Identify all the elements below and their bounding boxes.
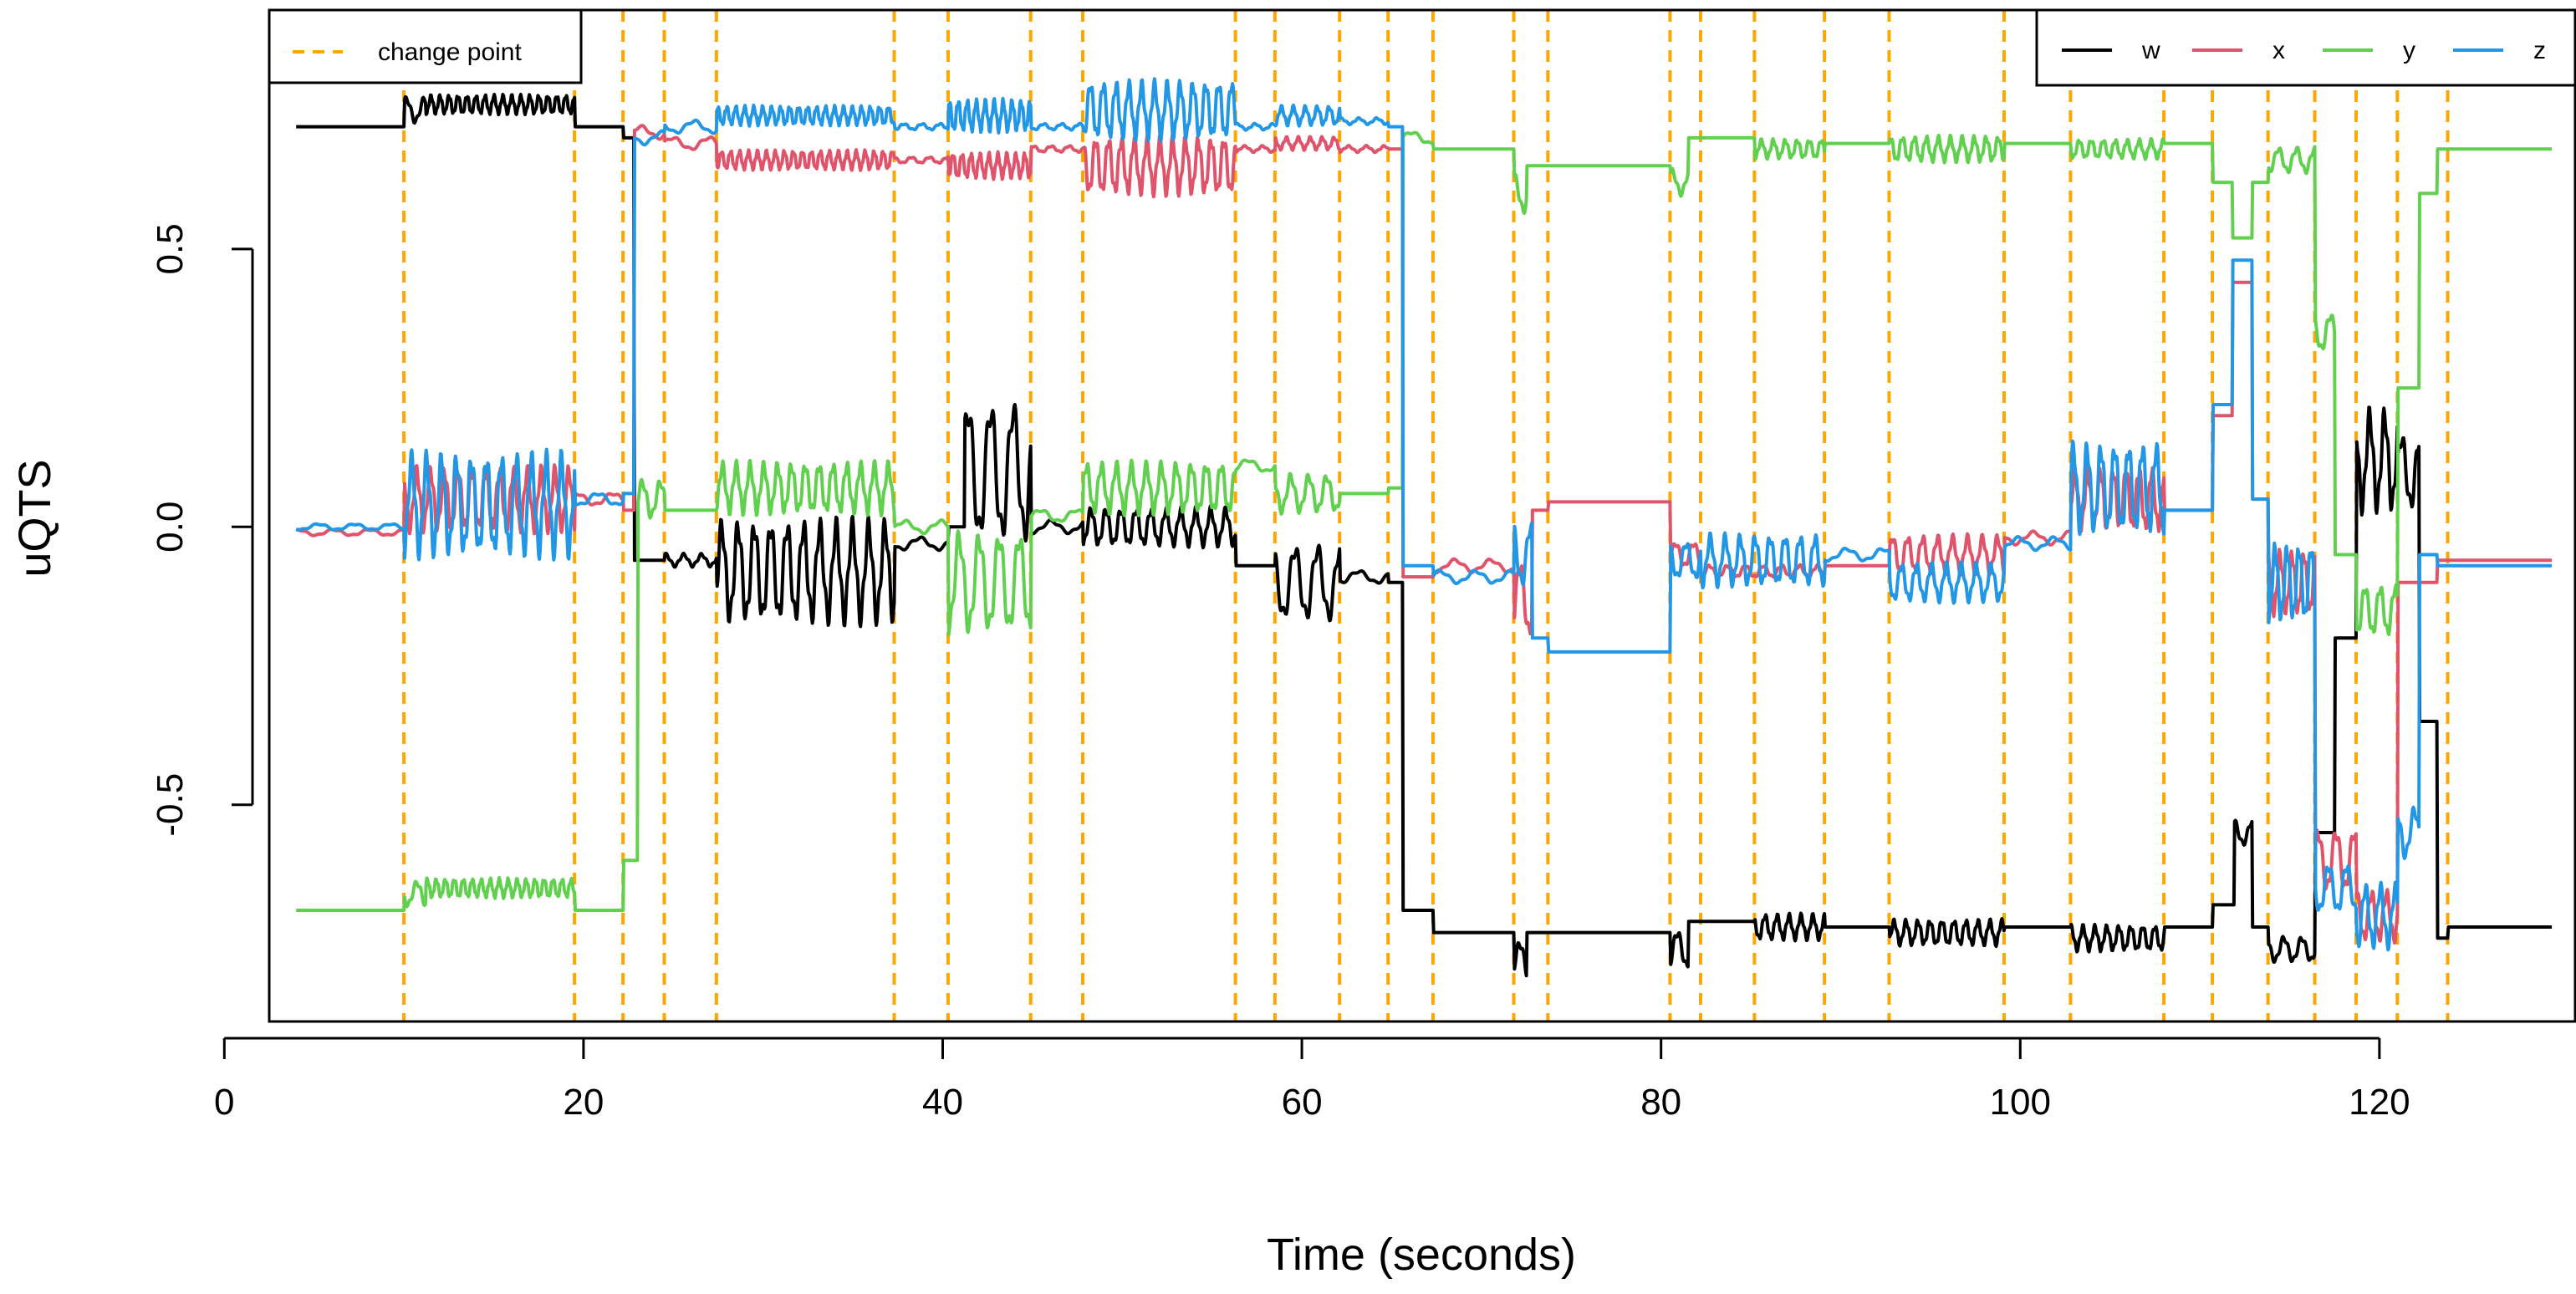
y-axis: -0.5 0.0 0.5 <box>150 223 254 837</box>
y-tick-label-0: -0.5 <box>150 773 191 837</box>
x-tick-label-4: 80 <box>1640 1082 1681 1123</box>
series-line-y <box>295 130 2553 912</box>
change-point-legend-box <box>268 8 583 84</box>
x-tick-label-1: 20 <box>563 1082 604 1123</box>
y-axis-title: uQTS <box>10 459 60 577</box>
series-legend: w x y z <box>2035 8 2576 87</box>
series-line-w <box>295 93 2553 978</box>
series-line-z <box>295 77 2553 952</box>
x-axis: 0 20 40 60 80 100 120 <box>214 1037 2410 1123</box>
series-legend-box <box>2035 8 2576 87</box>
x-tick-label-0: 0 <box>214 1082 234 1123</box>
plot-frame <box>268 8 2576 1023</box>
change-point-legend-label: change point <box>378 38 522 66</box>
legend-label-y: y <box>2403 37 2415 64</box>
y-tick-label-2: 0.5 <box>150 223 191 274</box>
change-point-lines <box>402 10 2450 1021</box>
legend-label-x: x <box>2272 37 2285 64</box>
x-tick-label-6: 120 <box>2349 1082 2410 1123</box>
x-tick-label-3: 60 <box>1282 1082 1323 1123</box>
x-tick-label-2: 40 <box>922 1082 963 1123</box>
change-point-legend: change point <box>268 8 583 84</box>
legend-label-w: w <box>2141 37 2160 64</box>
x-axis-title: Time (seconds) <box>1267 1230 1576 1280</box>
x-tick-label-5: 100 <box>1990 1082 2051 1123</box>
series-lines <box>295 77 2553 978</box>
legend-label-z: z <box>2533 37 2546 64</box>
y-tick-label-1: 0.0 <box>150 502 191 553</box>
